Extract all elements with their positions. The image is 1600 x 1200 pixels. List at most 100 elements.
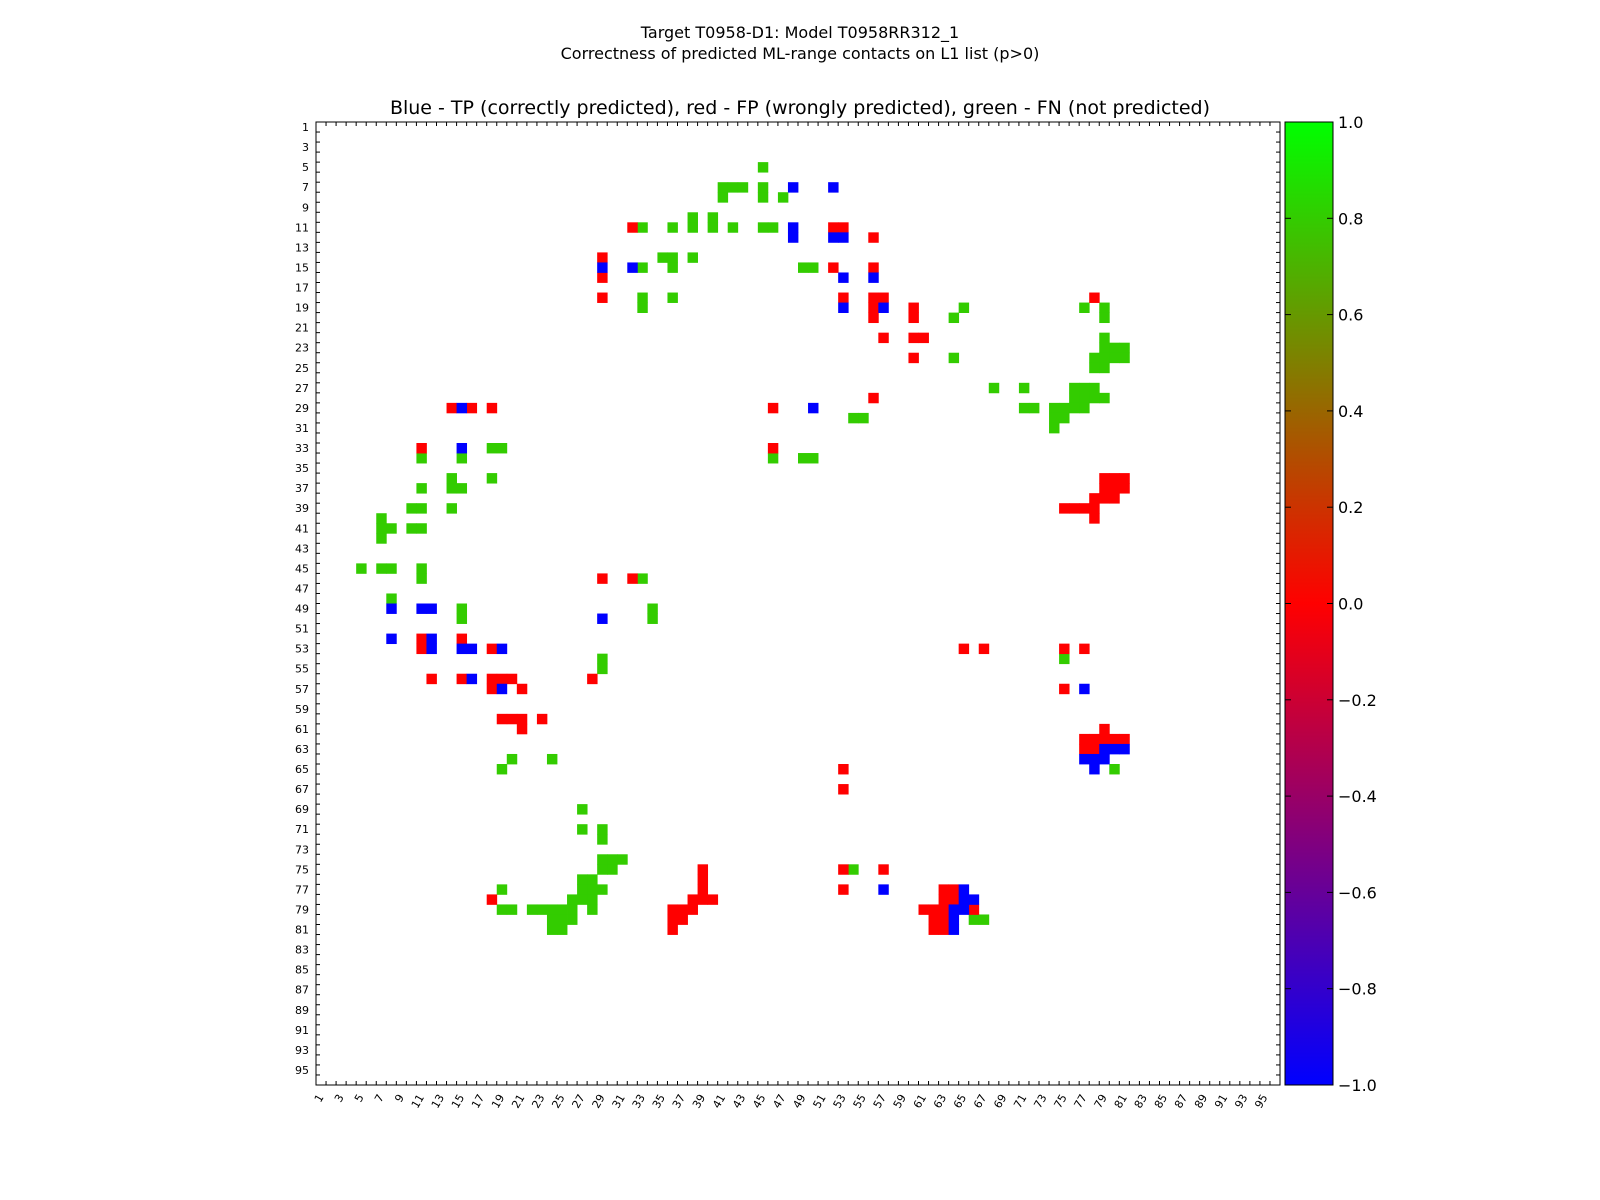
y-tick-label: 65 bbox=[295, 763, 309, 776]
fn-cell bbox=[1079, 392, 1090, 404]
y-tick-label: 31 bbox=[295, 422, 309, 435]
fn-cell bbox=[597, 834, 608, 845]
fp-cell bbox=[918, 904, 929, 915]
tp-cell bbox=[496, 643, 508, 655]
fn-cell bbox=[687, 222, 698, 233]
fn-cell bbox=[597, 824, 608, 835]
x-tick-label: 1 bbox=[312, 1092, 327, 1105]
fp-cell bbox=[1059, 643, 1070, 655]
colorbar-tick-label: 0.2 bbox=[1338, 498, 1363, 517]
fn-cell bbox=[727, 222, 739, 233]
fn-cell bbox=[637, 292, 648, 303]
tp-cell bbox=[466, 643, 478, 655]
fp-cell bbox=[938, 914, 950, 925]
fn-cell bbox=[446, 503, 457, 514]
x-tick-label: 43 bbox=[730, 1092, 748, 1111]
fp-cell bbox=[597, 272, 608, 283]
fp-cell bbox=[416, 643, 427, 655]
x-tick-label: 51 bbox=[810, 1092, 828, 1111]
fn-cell bbox=[416, 573, 427, 584]
y-tick-label: 75 bbox=[295, 863, 309, 876]
tp-cell bbox=[1079, 683, 1090, 695]
x-tick-label: 23 bbox=[529, 1092, 547, 1111]
fn-cell bbox=[536, 904, 548, 915]
fp-cell bbox=[506, 713, 518, 725]
y-tick-label: 71 bbox=[295, 823, 309, 836]
x-tick-label: 85 bbox=[1152, 1092, 1170, 1111]
fp-cell bbox=[868, 302, 879, 313]
fp-cell bbox=[486, 673, 498, 685]
fn-cell bbox=[567, 894, 578, 905]
tp-cell bbox=[868, 272, 879, 283]
fn-cell bbox=[617, 854, 628, 865]
x-tick-label: 9 bbox=[392, 1092, 407, 1105]
fp-cell bbox=[416, 443, 427, 454]
fp-cell bbox=[446, 402, 457, 414]
y-tick-label: 45 bbox=[295, 562, 309, 575]
fp-cell bbox=[878, 292, 889, 303]
fn-cell bbox=[1109, 764, 1120, 775]
fn-cell bbox=[496, 904, 508, 915]
fn-cell bbox=[577, 894, 588, 905]
fn-cell bbox=[416, 523, 427, 534]
fp-cell bbox=[838, 864, 849, 875]
x-tick-label: 35 bbox=[650, 1092, 668, 1111]
x-tick-label: 17 bbox=[469, 1092, 487, 1111]
y-tick-label: 1 bbox=[302, 121, 309, 134]
fp-cell bbox=[828, 222, 839, 233]
x-tick-label: 75 bbox=[1051, 1092, 1069, 1111]
y-tick-label: 49 bbox=[295, 603, 309, 616]
fp-cell bbox=[486, 894, 498, 905]
tp-cell bbox=[838, 302, 849, 313]
tp-cell bbox=[828, 232, 839, 243]
x-tick-label: 77 bbox=[1072, 1092, 1090, 1111]
fn-cell bbox=[496, 443, 508, 454]
fn-cell bbox=[767, 453, 779, 464]
fn-cell bbox=[657, 252, 668, 263]
fn-cell bbox=[1099, 342, 1110, 354]
tp-cell bbox=[787, 222, 799, 233]
colorbar-tick-label: 1.0 bbox=[1338, 113, 1363, 132]
x-tick-label: 87 bbox=[1172, 1092, 1190, 1111]
fp-cell bbox=[496, 673, 508, 685]
fn-cell bbox=[587, 884, 598, 895]
fp-cell bbox=[938, 884, 950, 895]
y-tick-label: 73 bbox=[295, 843, 309, 856]
fn-cell bbox=[667, 252, 678, 263]
tp-cell bbox=[808, 402, 819, 414]
tp-cell bbox=[627, 262, 638, 273]
fn-cell bbox=[1079, 382, 1090, 394]
x-tick-label: 93 bbox=[1232, 1092, 1250, 1111]
fn-cell bbox=[757, 182, 769, 193]
fp-cell bbox=[536, 713, 548, 725]
fn-cell bbox=[587, 894, 598, 905]
tp-cell bbox=[456, 643, 468, 655]
fp-cell bbox=[978, 643, 990, 655]
x-tick-label: 59 bbox=[891, 1092, 909, 1111]
fn-cell bbox=[1049, 422, 1060, 434]
fn-cell bbox=[406, 523, 417, 534]
x-tick-label: 61 bbox=[911, 1092, 929, 1111]
contact-cells bbox=[356, 162, 1130, 935]
fn-cell bbox=[1089, 352, 1100, 364]
y-tick-label: 55 bbox=[295, 663, 309, 676]
fn-cell bbox=[587, 904, 598, 915]
colorbar-tick-label: −0.2 bbox=[1338, 691, 1377, 710]
y-tick-label: 21 bbox=[295, 322, 309, 335]
fp-cell bbox=[697, 894, 709, 905]
tp-cell bbox=[1089, 753, 1100, 765]
fn-cell bbox=[597, 884, 608, 895]
fp-cell bbox=[838, 784, 849, 795]
fn-cell bbox=[597, 864, 608, 875]
y-tick-label: 87 bbox=[295, 984, 309, 997]
fn-cell bbox=[416, 563, 427, 574]
fp-cell bbox=[868, 392, 879, 404]
tp-cell bbox=[787, 182, 799, 193]
fp-cell bbox=[838, 292, 849, 303]
fp-cell bbox=[1079, 743, 1090, 755]
x-tick-label: 57 bbox=[871, 1092, 889, 1111]
fp-cell bbox=[938, 904, 950, 915]
fn-cell bbox=[637, 302, 648, 313]
fp-cell bbox=[928, 904, 939, 915]
